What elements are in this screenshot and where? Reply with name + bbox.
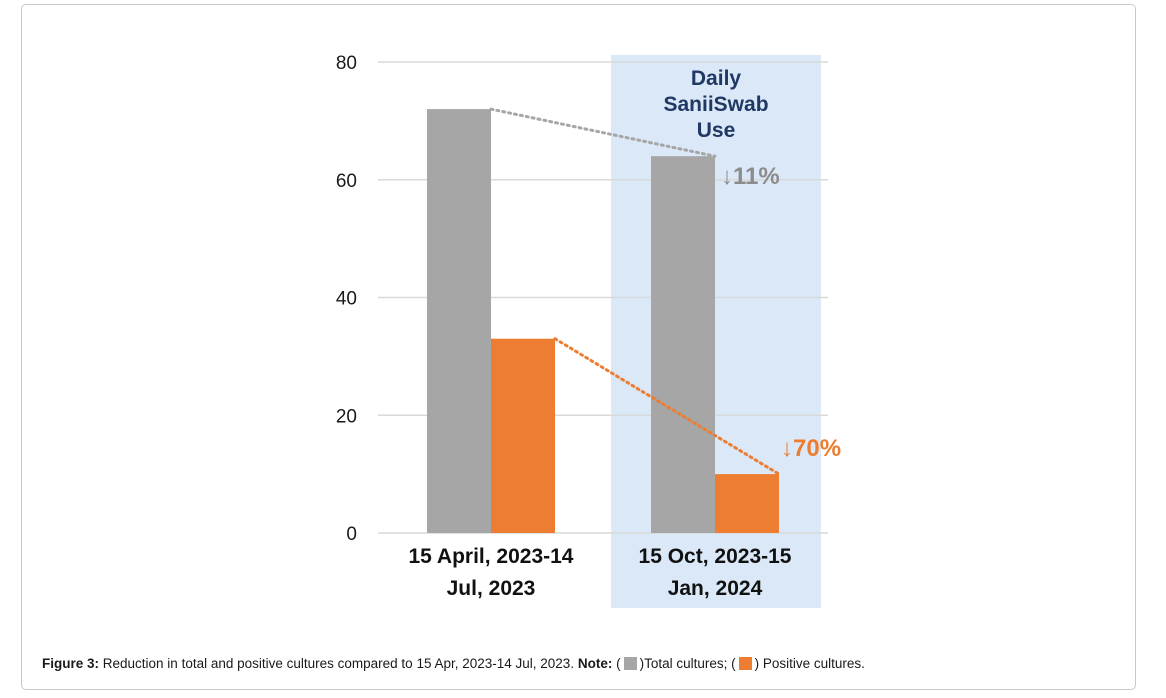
bars [427, 109, 779, 533]
highlight-label-line: Use [697, 119, 736, 142]
y-tick-labels: 0 20 40 60 80 [336, 53, 357, 545]
y-tick-label: 80 [336, 53, 357, 74]
percent-change-label: ↓11% [721, 163, 780, 190]
x-tick-label: Jan, 2024 [668, 577, 763, 600]
caption-open: ( [612, 656, 621, 671]
trend-connector [553, 337, 781, 476]
caption-text: Reduction in total and positive cultures… [99, 656, 578, 671]
y-tick-label: 60 [336, 171, 357, 192]
highlight-label-line: SaniiSwab [663, 93, 768, 116]
x-tick-labels: 15 April, 2023-14 Jul, 2023 15 Oct, 2023-1… [409, 545, 792, 600]
highlight-label-line: Daily [691, 67, 742, 90]
x-tick-label: 15 April, 2023-14 [409, 545, 574, 568]
x-tick-label: Jul, 2023 [447, 577, 536, 600]
caption-figure-label: Figure 3: [42, 656, 100, 671]
percent-change-label: ↓70% [781, 435, 841, 462]
x-tick-label: 15 Oct, 2023-15 [639, 545, 792, 568]
bar-total [651, 156, 715, 533]
bar-positive [715, 474, 779, 533]
figure-frame [21, 4, 1136, 690]
caption-legend-total: )Total cultures; ( [639, 656, 736, 671]
trend-connector [489, 107, 717, 158]
figure-caption: Figure 3: Reduction in total and positiv… [42, 656, 1122, 671]
y-tick-label: 0 [346, 524, 357, 545]
caption-note-label: Note: [577, 656, 613, 671]
legend-swatch-total [623, 657, 637, 670]
trend-connectors [489, 107, 781, 476]
annotations: ↓11% ↓70% [721, 163, 841, 462]
legend-swatch-positive [738, 657, 752, 670]
bar-chart: 0 20 40 60 80 ↓11% ↓70% Daily SaniiSwab Use 15 … [336, 53, 841, 608]
y-tick-label: 20 [336, 406, 357, 427]
caption-legend-positive: ) Positive cultures. [754, 656, 865, 671]
y-tick-label: 40 [336, 289, 357, 310]
bar-total [427, 109, 491, 533]
bar-positive [491, 338, 555, 533]
highlight-label: Daily SaniiSwab Use [663, 67, 768, 142]
